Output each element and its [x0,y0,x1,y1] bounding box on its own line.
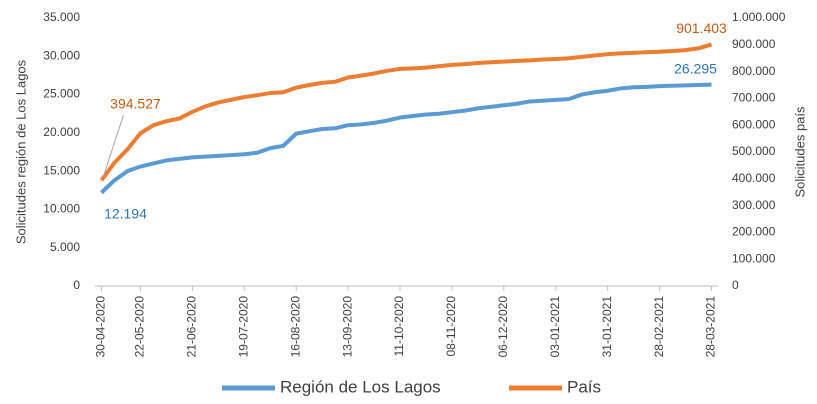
data-label: 12.194 [104,205,147,221]
y-tick-label: 15.000 [43,163,80,177]
y-tick-label: 30.000 [43,48,80,62]
y2-tick-label: 100.000 [732,251,776,265]
x-tick-label: 19-07-2020 [236,296,250,358]
x-tick-label: 08-11-2020 [444,296,458,357]
x-tick-label: 28-02-2021 [652,296,666,358]
data-label: 26.295 [674,60,717,76]
y-tick-label: 10.000 [43,202,80,216]
data-label: 901.403 [676,20,727,36]
legend-label: País [567,377,601,396]
y2-tick-label: 800.000 [732,64,776,78]
y2-tick-label: 700.000 [732,91,776,105]
x-tick-label: 31-01-2021 [600,296,614,358]
y-tick-label: 35.000 [43,10,80,24]
y2-tick-label: 300.000 [732,198,776,212]
y2-axis-label: Solicitudes país [792,106,807,198]
x-tick-label: 11-10-2020 [392,296,406,357]
x-tick-label: 13-09-2020 [340,296,354,358]
x-tick-label: 03-01-2021 [548,296,562,358]
y2-tick-label: 600.000 [732,117,776,131]
legend-label: Región de Los Lagos [280,377,441,396]
y2-tick-label: 400.000 [732,171,776,185]
x-tick-label: 30-04-2020 [94,296,108,358]
y2-tick-label: 0 [732,278,739,292]
leader-line [103,114,124,177]
y-tick-label: 5.000 [50,240,80,254]
data-label: 394.527 [110,96,161,112]
y-tick-label: 20.000 [43,125,80,139]
y-tick-label: 0 [73,278,80,292]
line-series [100,82,712,195]
x-tick-label: 16-08-2020 [288,296,302,358]
line-series [99,42,713,182]
x-tick-label: 21-06-2020 [185,296,199,358]
x-tick-label: 28-03-2021 [704,296,718,358]
y2-tick-label: 1.000.000 [732,10,786,24]
y2-tick-label: 500.000 [732,144,776,158]
y-axis-label: Solicitudes región de Los Lagos [13,59,28,244]
y2-tick-label: 200.000 [732,225,776,239]
x-tick-label: 22-05-2020 [133,296,147,358]
y-tick-label: 25.000 [43,87,80,101]
y2-tick-label: 900.000 [732,37,776,51]
x-tick-label: 06-12-2020 [496,296,510,358]
